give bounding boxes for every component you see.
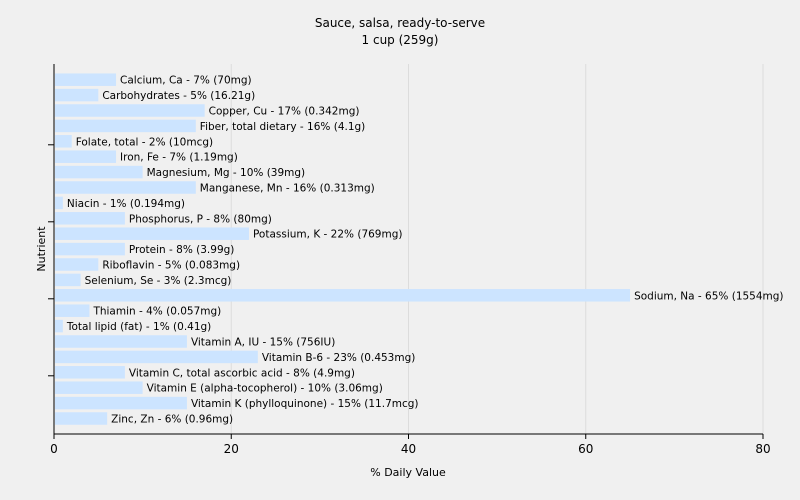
data-label: Fiber, total dietary - 16% (4.1g): [200, 121, 365, 133]
bar: [55, 104, 205, 117]
chart-subtitle: 1 cup (259g): [362, 33, 439, 47]
data-label: Copper, Cu - 17% (0.342mg): [209, 106, 360, 118]
bar: [55, 412, 108, 425]
bar: [55, 289, 631, 302]
x-axis-ticks: 0 20 40 60 80: [50, 434, 771, 456]
x-tick-label: 40: [401, 442, 416, 456]
data-label: Sodium, Na - 65% (1554mg): [634, 290, 783, 302]
bar: [55, 165, 143, 179]
data-label: Zinc, Zn - 6% (0.96mg): [111, 414, 233, 426]
bar: [55, 119, 196, 133]
bar: [55, 150, 117, 163]
bar: [55, 366, 125, 379]
bar: [55, 319, 63, 333]
bar: [55, 88, 99, 102]
data-label: Vitamin C, total ascorbic acid - 8% (4.9…: [129, 367, 355, 379]
bar: [55, 73, 117, 86]
data-label: Vitamin K (phylloquinone) - 15% (11.7mcg…: [191, 398, 419, 410]
bar: [55, 381, 143, 394]
bar: [55, 181, 196, 194]
data-label: Magnesium, Mg - 10% (39mg): [147, 167, 306, 179]
bar: [55, 396, 187, 410]
data-label: Thiamin - 4% (0.057mg): [92, 306, 221, 318]
data-label: Carbohydrates - 5% (16.21g): [102, 90, 255, 102]
bar: [55, 196, 63, 210]
bar: [55, 350, 258, 364]
data-label: Potassium, K - 22% (769mg): [253, 229, 403, 241]
data-labels-group: Calcium, Ca - 7% (70mg) Carbohydrates - 5…: [66, 75, 784, 426]
data-label: Vitamin E (alpha-tocopherol) - 10% (3.06…: [147, 383, 383, 395]
x-tick-label: 0: [50, 442, 58, 456]
bar: [55, 335, 187, 348]
bar: [55, 212, 125, 225]
bar: [55, 227, 249, 240]
x-axis-title: % Daily Value: [370, 466, 446, 479]
x-tick-label: 60: [578, 442, 593, 456]
data-label: Vitamin B-6 - 23% (0.453mg): [262, 352, 416, 364]
bars-group: [55, 73, 631, 425]
data-label: Iron, Fe - 7% (1.19mg): [120, 152, 238, 164]
data-label: Phosphorus, P - 8% (80mg): [129, 213, 272, 225]
data-label: Protein - 8% (3.99g): [129, 244, 235, 256]
chart-title: Sauce, salsa, ready-to-serve: [315, 16, 485, 30]
y-axis-ticks: [48, 144, 54, 377]
x-tick-label: 20: [224, 442, 239, 456]
grid-lines: [230, 64, 764, 434]
bar: [55, 273, 81, 287]
data-label: Manganese, Mn - 16% (0.313mg): [200, 183, 375, 195]
data-label: Riboflavin - 5% (0.083mg): [102, 260, 240, 272]
bar: [55, 304, 90, 317]
data-label: Selenium, Se - 3% (2.3mcg): [85, 275, 232, 287]
data-label: Vitamin A, IU - 15% (756IU): [191, 337, 335, 349]
data-label: Calcium, Ca - 7% (70mg): [120, 75, 252, 87]
data-label: Total lipid (fat) - 1% (0.41g): [66, 321, 211, 333]
bar: [55, 258, 99, 271]
data-label: Folate, total - 2% (10mcg): [76, 136, 213, 148]
bar: [55, 242, 125, 256]
y-axis-title: Nutrient: [35, 226, 48, 272]
bar: [55, 135, 72, 148]
x-tick-label: 80: [755, 442, 770, 456]
data-label: Niacin - 1% (0.194mg): [67, 198, 185, 210]
